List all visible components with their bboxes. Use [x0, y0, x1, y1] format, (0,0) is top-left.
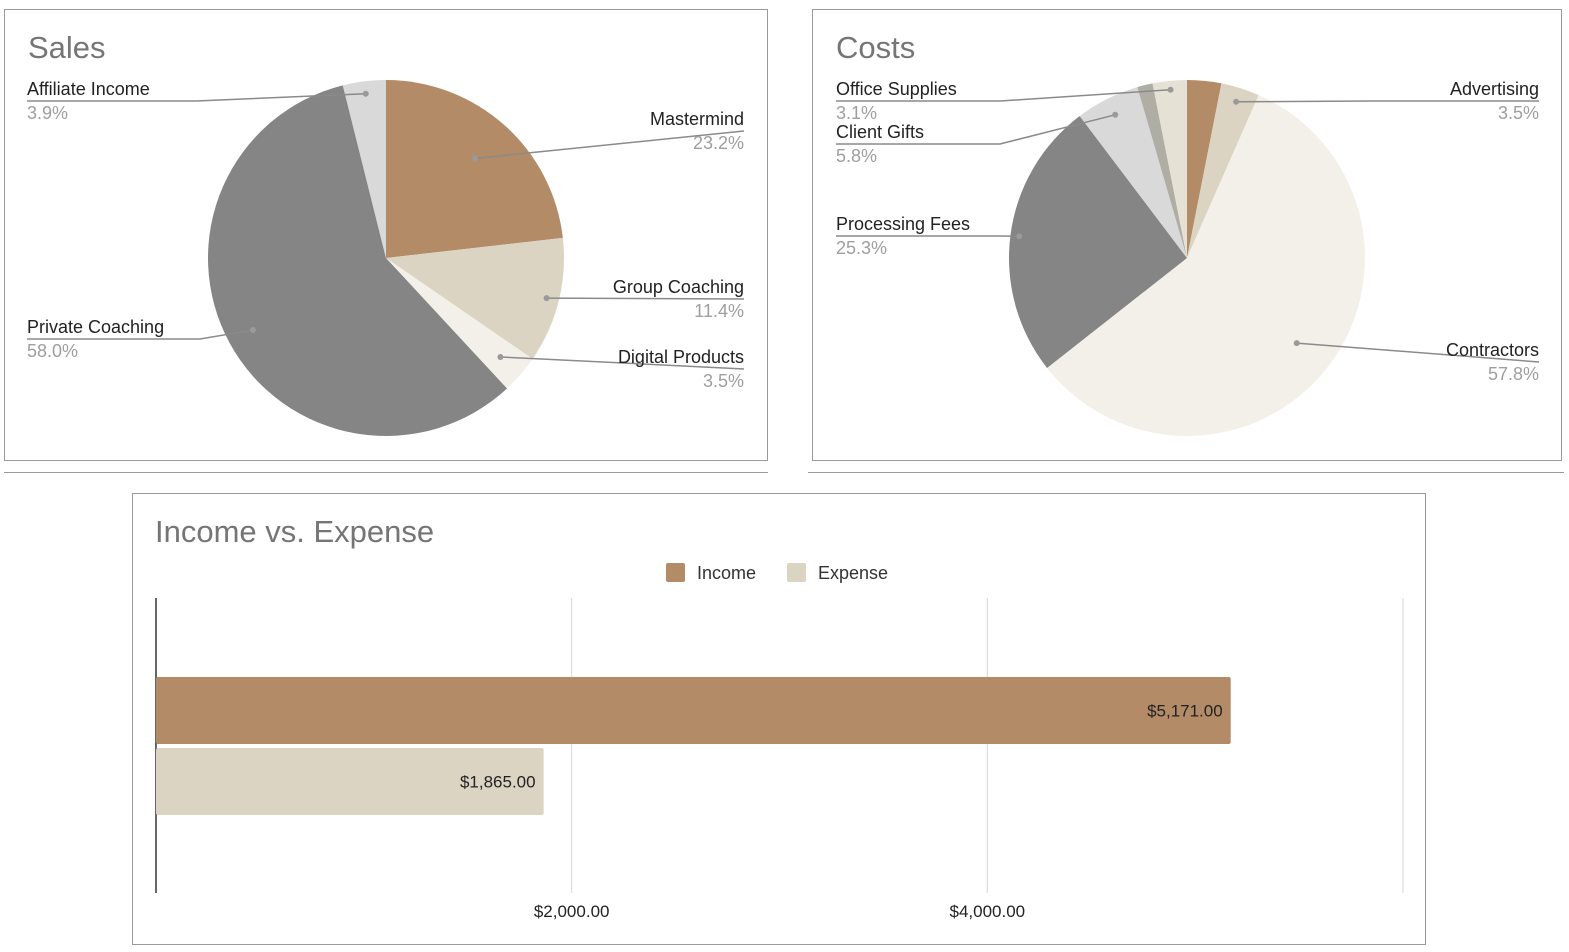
slice-percent: 5.8% [836, 146, 877, 166]
leader-line [1236, 100, 1539, 103]
separator-right [808, 472, 1564, 473]
pie-slice-costs-processing-fees[interactable] [1009, 115, 1187, 368]
bar-label-income: $5,171.00 [1147, 702, 1223, 721]
legend-swatch-expense [787, 563, 806, 582]
legend-label-expense: Expense [818, 563, 888, 583]
leader-dot [1016, 233, 1023, 240]
slice-percent: 58.0% [27, 341, 78, 361]
pie-slice-sales-private-coaching[interactable] [208, 85, 508, 436]
leader-line [474, 130, 745, 160]
pie-slice-costs-unlabeled[interactable] [1187, 80, 1222, 258]
legend-label-income: Income [697, 563, 756, 583]
slice-percent: 3.9% [27, 103, 68, 123]
slice-percent: 23.2% [693, 133, 744, 153]
slice-percent: 3.5% [703, 371, 744, 391]
leader-dot [543, 295, 550, 302]
slice-label: Office Supplies [836, 79, 957, 99]
slice-label: Affiliate Income [27, 79, 150, 99]
leader-dot [1167, 86, 1174, 93]
leader-dot [362, 90, 369, 97]
pie-slice-sales-digital-products[interactable] [386, 258, 533, 389]
x-tick-label: $4,000.00 [950, 902, 1026, 921]
pie-slice-sales-mastermind[interactable] [386, 80, 563, 258]
income-expense-title: Income vs. Expense [155, 514, 435, 549]
pie-slice-costs-unlabeled[interactable] [1137, 83, 1187, 258]
leader-dot [1112, 111, 1119, 118]
leader-line [836, 88, 1171, 102]
pie-slice-costs-advertising[interactable] [1187, 83, 1259, 258]
leader-dot [471, 155, 478, 162]
leader-dot [497, 353, 504, 360]
leader-line [836, 114, 1116, 145]
leader-line [1296, 342, 1540, 363]
slice-label: Digital Products [618, 347, 744, 367]
slice-label: Group Coaching [613, 277, 744, 297]
slice-label: Advertising [1450, 79, 1539, 99]
pie-slice-costs-contractors[interactable] [1047, 95, 1365, 437]
leader-dot [249, 327, 256, 334]
slice-label: Client Gifts [836, 122, 924, 142]
leader-line [27, 92, 366, 102]
slice-percent: 11.4% [694, 301, 744, 321]
pie-slice-costs-office-supplies[interactable] [1152, 80, 1187, 258]
leader-dot [1293, 340, 1300, 347]
pie-slice-sales-affiliate-income[interactable] [342, 80, 386, 258]
leader-line [500, 356, 745, 370]
leader-line [546, 297, 745, 300]
x-tick-label: $2,000.00 [534, 902, 610, 921]
bar-label-expense: $1,865.00 [460, 773, 536, 792]
pie-slice-costs-client-gifts[interactable] [1079, 87, 1187, 259]
slice-label: Processing Fees [836, 214, 970, 234]
slice-percent: 57.8% [1488, 364, 1539, 384]
separator-left [4, 472, 768, 473]
slice-label: Contractors [1446, 340, 1539, 360]
pie-slice-sales-group-coaching[interactable] [386, 237, 564, 359]
sales-chart-title: Sales [28, 30, 106, 65]
leader-dot [1233, 98, 1240, 105]
bar-expense[interactable] [156, 748, 544, 815]
bar-income[interactable] [156, 677, 1231, 744]
leader-line [27, 329, 254, 340]
slice-percent: 25.3% [836, 238, 887, 258]
costs-chart-title: Costs [836, 30, 916, 65]
slice-label: Mastermind [650, 109, 744, 129]
slice-percent: 3.5% [1498, 103, 1539, 123]
legend-swatch-income [666, 563, 685, 582]
slice-percent: 3.1% [836, 103, 877, 123]
slice-label: Private Coaching [27, 317, 164, 337]
